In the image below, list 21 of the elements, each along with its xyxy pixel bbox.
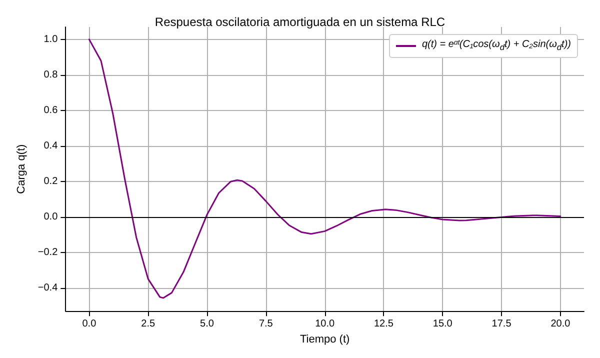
x-tick-label: 0.0	[82, 318, 97, 330]
legend-label: q(t) = eᵅᵗ(C₁cos(ω$_{d}$t) + C₂sin(ω$_{d}$t))	[422, 38, 571, 54]
y-tick-label: 0.0	[44, 211, 58, 222]
x-tick-label: 17.5	[492, 318, 512, 330]
y-tick-label: −0.2	[38, 247, 58, 258]
y-axis-title: Carga q(t)	[16, 144, 28, 194]
x-tick-label: 7.5	[258, 318, 274, 330]
y-tick-label: 0.4	[44, 140, 58, 152]
y-tick-label: 0.2	[44, 176, 58, 187]
x-tick-label: 5.0	[200, 318, 214, 330]
y-tick-label: 0.8	[44, 69, 58, 80]
y-tick-label: 0.6	[44, 104, 58, 116]
chart-title: Respuesta oscilatoria amortiguada en un sistema RLC	[154, 15, 446, 29]
x-tick-label: 10.0	[315, 318, 335, 330]
x-tick-label: 15.0	[432, 318, 453, 330]
y-tick-label: −0.4	[38, 282, 58, 294]
x-tick-label: 12.5	[374, 318, 394, 330]
x-axis-title: Tiempo (t)	[300, 334, 350, 346]
x-tick-label: 2.5	[141, 318, 156, 330]
y-tick-label: 1.0	[44, 34, 58, 45]
x-tick-label: 20.0	[550, 318, 571, 330]
